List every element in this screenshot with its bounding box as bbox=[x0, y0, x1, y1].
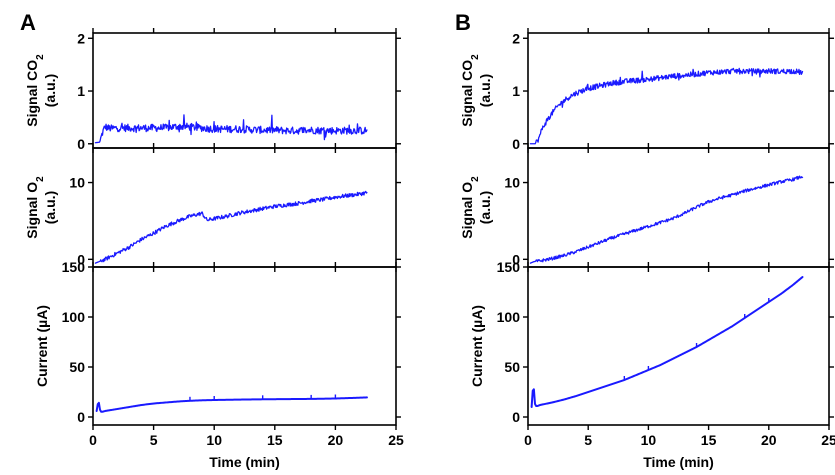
y-axis-title-line-1: Current (µA) bbox=[34, 305, 50, 387]
subplot-a-0: 0 1 2 Signal CO2(a.u.) bbox=[24, 28, 401, 153]
y-tick-label: 100 bbox=[62, 309, 86, 325]
y-axis-title-line-1: Signal CO2 bbox=[24, 54, 46, 127]
x-tick-label: 15 bbox=[267, 432, 283, 448]
y-axis-title-line-2: (a.u.) bbox=[477, 74, 493, 107]
x-tick-label: 10 bbox=[641, 432, 657, 448]
y-tick-label: 1 bbox=[512, 83, 520, 99]
plot-frame bbox=[92, 266, 397, 426]
y-tick-label: 50 bbox=[504, 359, 520, 375]
y-tick-label: 2 bbox=[77, 30, 85, 46]
series-line bbox=[530, 276, 804, 408]
y-axis-title-line-1: Signal O2 bbox=[459, 176, 481, 239]
y-tick-label: 150 bbox=[62, 259, 86, 275]
y-tick-label: 0 bbox=[77, 409, 85, 425]
y-tick-label: 150 bbox=[497, 259, 521, 275]
plot-frame bbox=[527, 147, 830, 268]
series-line bbox=[529, 175, 804, 264]
y-tick-label: 100 bbox=[497, 309, 521, 325]
y-axis-title-line-2: (a.u.) bbox=[42, 191, 58, 224]
x-axis-title: Time (min) bbox=[643, 454, 714, 470]
y-tick-label: 0 bbox=[512, 409, 520, 425]
x-axis-title: Time (min) bbox=[209, 454, 280, 470]
y-tick-label: 0 bbox=[77, 251, 85, 267]
x-tick-label: 10 bbox=[206, 432, 222, 448]
y-tick-label: 0 bbox=[512, 136, 520, 152]
panel-letter-a: A bbox=[20, 10, 36, 35]
x-tick-label: 25 bbox=[821, 432, 835, 448]
x-tick-label: 20 bbox=[761, 432, 777, 448]
x-tick-label: 5 bbox=[150, 432, 158, 448]
y-tick-label: 0 bbox=[512, 251, 520, 267]
x-tick-label: 15 bbox=[701, 432, 717, 448]
y-axis-title-line-1: Signal O2 bbox=[24, 176, 46, 239]
y-tick-label: 10 bbox=[69, 175, 85, 191]
subplot-a-2: 0 50 100 150 0 5 10 15 20 25 Time (min) Current (µA… bbox=[34, 259, 404, 470]
panel-letter-b: B bbox=[455, 10, 471, 35]
subplot-b-1: 0 10 Signal O2(a.u.) bbox=[459, 143, 834, 272]
y-axis-title-line-1: Current (µA) bbox=[469, 305, 485, 387]
x-tick-label: 20 bbox=[328, 432, 344, 448]
plot-frame bbox=[527, 32, 830, 149]
series-line bbox=[94, 190, 368, 264]
y-tick-label: 2 bbox=[512, 30, 520, 46]
series-line bbox=[94, 114, 368, 144]
y-tick-label: 0 bbox=[77, 136, 85, 152]
y-axis-title-line-1: Signal CO2 bbox=[459, 54, 481, 127]
series-line bbox=[529, 67, 804, 145]
plot-frame bbox=[527, 266, 830, 426]
y-tick-label: 50 bbox=[69, 359, 85, 375]
x-tick-label: 0 bbox=[89, 432, 97, 448]
subplot-b-0: 0 1 2 Signal CO2(a.u.) bbox=[459, 28, 834, 153]
x-tick-label: 0 bbox=[524, 432, 532, 448]
subplot-b-2: 0 50 100 150 0 5 10 15 20 25 Time (min) Current (µA… bbox=[469, 259, 835, 470]
y-axis-title-line-2: (a.u.) bbox=[477, 191, 493, 224]
plot-frame bbox=[92, 147, 397, 268]
subplot-a-1: 0 10 Signal O2(a.u.) bbox=[24, 143, 401, 272]
series-line bbox=[95, 396, 368, 413]
y-tick-label: 10 bbox=[504, 175, 520, 191]
y-axis-title-line-2: (a.u.) bbox=[42, 74, 58, 107]
x-tick-label: 25 bbox=[388, 432, 404, 448]
y-tick-label: 1 bbox=[77, 83, 85, 99]
x-tick-label: 5 bbox=[584, 432, 592, 448]
